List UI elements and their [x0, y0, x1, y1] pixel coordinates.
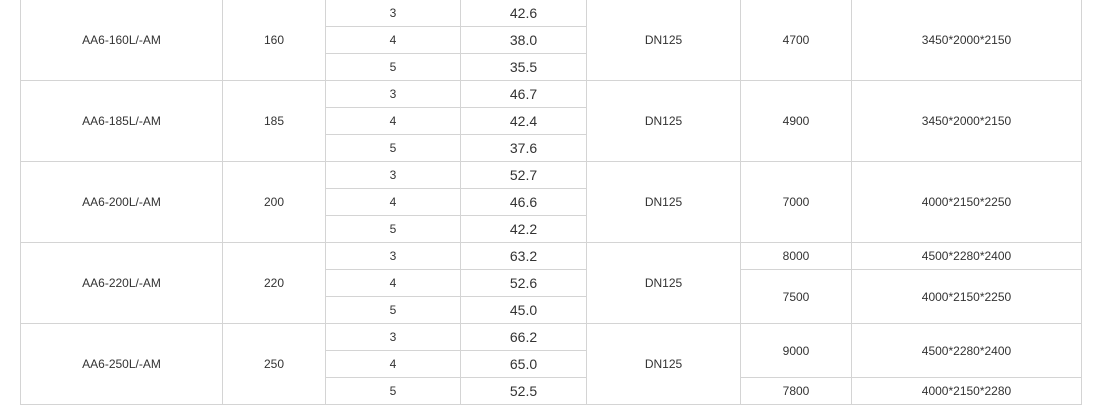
- outlet-cell: DN125: [586, 161, 741, 243]
- weight-cell: 8000: [740, 242, 852, 270]
- model-cell: AA6-220L/-AM: [20, 242, 223, 324]
- value-cell: 65.0: [460, 350, 587, 378]
- value-cell: 35.5: [460, 53, 587, 81]
- value-cell: 52.7: [460, 161, 587, 189]
- dimensions-cell: 4000*2150*2280: [851, 377, 1082, 405]
- value-cell: 46.7: [460, 80, 587, 108]
- table-row: 5 35.5: [21, 53, 1082, 81]
- dimensions-cell: 4500*2280*2400: [851, 242, 1082, 270]
- value-cell: 37.6: [460, 134, 587, 162]
- table-row: 5 42.2: [21, 215, 1082, 243]
- flow-cell: 200: [222, 161, 326, 243]
- stage-cell: 5: [325, 215, 461, 243]
- stage-cell: 3: [325, 242, 461, 270]
- spec-table: AA6-160L/-AM 160 3 42.6 DN125 4700 3450*2000*2…: [20, 0, 1082, 405]
- stage-cell: 4: [325, 107, 461, 135]
- flow-cell: 160: [222, 0, 326, 81]
- stage-cell: 3: [325, 323, 461, 351]
- value-cell: 45.0: [460, 296, 587, 324]
- table-row: AA6-220L/-AM 220 3 63.2 DN125 8000 4500*2280*2…: [20, 242, 1082, 324]
- dimensions-cell: 4500*2280*2400: [851, 323, 1082, 378]
- table-row: 5 52.5 7800 4000*2150*2280: [21, 377, 1082, 405]
- model-cell: AA6-250L/-AM: [20, 323, 223, 405]
- stage-cell: 4: [325, 350, 461, 378]
- value-cell: 42.2: [460, 215, 587, 243]
- weight-cell: 4900: [740, 80, 852, 162]
- stage-cell: 5: [325, 377, 461, 405]
- stage-cell: 5: [325, 53, 461, 81]
- table-row: AA6-185L/-AM 185 3 46.7 DN125 4900 3450*2000*2…: [20, 80, 1082, 162]
- table-row: 4 42.4: [21, 107, 1082, 135]
- weight-cell: 7500: [740, 269, 852, 324]
- table-row: AA6-160L/-AM 160 3 42.6 DN125 4700 3450*2000*2…: [20, 0, 1082, 81]
- value-cell: 46.6: [460, 188, 587, 216]
- value-cell: 52.6: [460, 269, 587, 297]
- stage-cell: 5: [325, 134, 461, 162]
- table-row: AA6-200L/-AM 200 3 52.7 DN125 7000 4000*2150*2…: [20, 161, 1082, 243]
- outlet-cell: DN125: [586, 323, 741, 405]
- outlet-cell: DN125: [586, 0, 741, 81]
- table-row: 4 52.6 7500 4000*2150*2250: [21, 269, 1082, 324]
- value-cell: 66.2: [460, 323, 587, 351]
- value-cell: 52.5: [460, 377, 587, 405]
- value-cell: 42.4: [460, 107, 587, 135]
- flow-cell: 250: [222, 323, 326, 405]
- model-cell: AA6-160L/-AM: [20, 0, 223, 81]
- model-cell: AA6-200L/-AM: [20, 161, 223, 243]
- weight-cell: 7800: [740, 377, 852, 405]
- model-cell: AA6-185L/-AM: [20, 80, 223, 162]
- table-row: 5 37.6: [21, 134, 1082, 162]
- table-row: 4 46.6: [21, 188, 1082, 216]
- stage-cell: 3: [325, 161, 461, 189]
- value-cell: 63.2: [460, 242, 587, 270]
- flow-cell: 220: [222, 242, 326, 324]
- weight-cell: 9000: [740, 323, 852, 378]
- dimensions-cell: 3450*2000*2150: [851, 80, 1082, 162]
- stage-cell: 3: [325, 0, 461, 27]
- weight-cell: 4700: [740, 0, 852, 81]
- stage-cell: 4: [325, 269, 461, 297]
- table-row: AA6-250L/-AM 250 3 66.2 DN125 9000 4500*2280*2…: [20, 323, 1082, 405]
- dimensions-cell: 4000*2150*2250: [851, 161, 1082, 243]
- outlet-cell: DN125: [586, 242, 741, 324]
- stage-cell: 4: [325, 26, 461, 54]
- dimensions-cell: 3450*2000*2150: [851, 0, 1082, 81]
- stage-cell: 4: [325, 188, 461, 216]
- value-cell: 42.6: [460, 0, 587, 27]
- stage-cell: 3: [325, 80, 461, 108]
- weight-cell: 7000: [740, 161, 852, 243]
- dimensions-cell: 4000*2150*2250: [851, 269, 1082, 324]
- outlet-cell: DN125: [586, 80, 741, 162]
- value-cell: 38.0: [460, 26, 587, 54]
- stage-cell: 5: [325, 296, 461, 324]
- flow-cell: 185: [222, 80, 326, 162]
